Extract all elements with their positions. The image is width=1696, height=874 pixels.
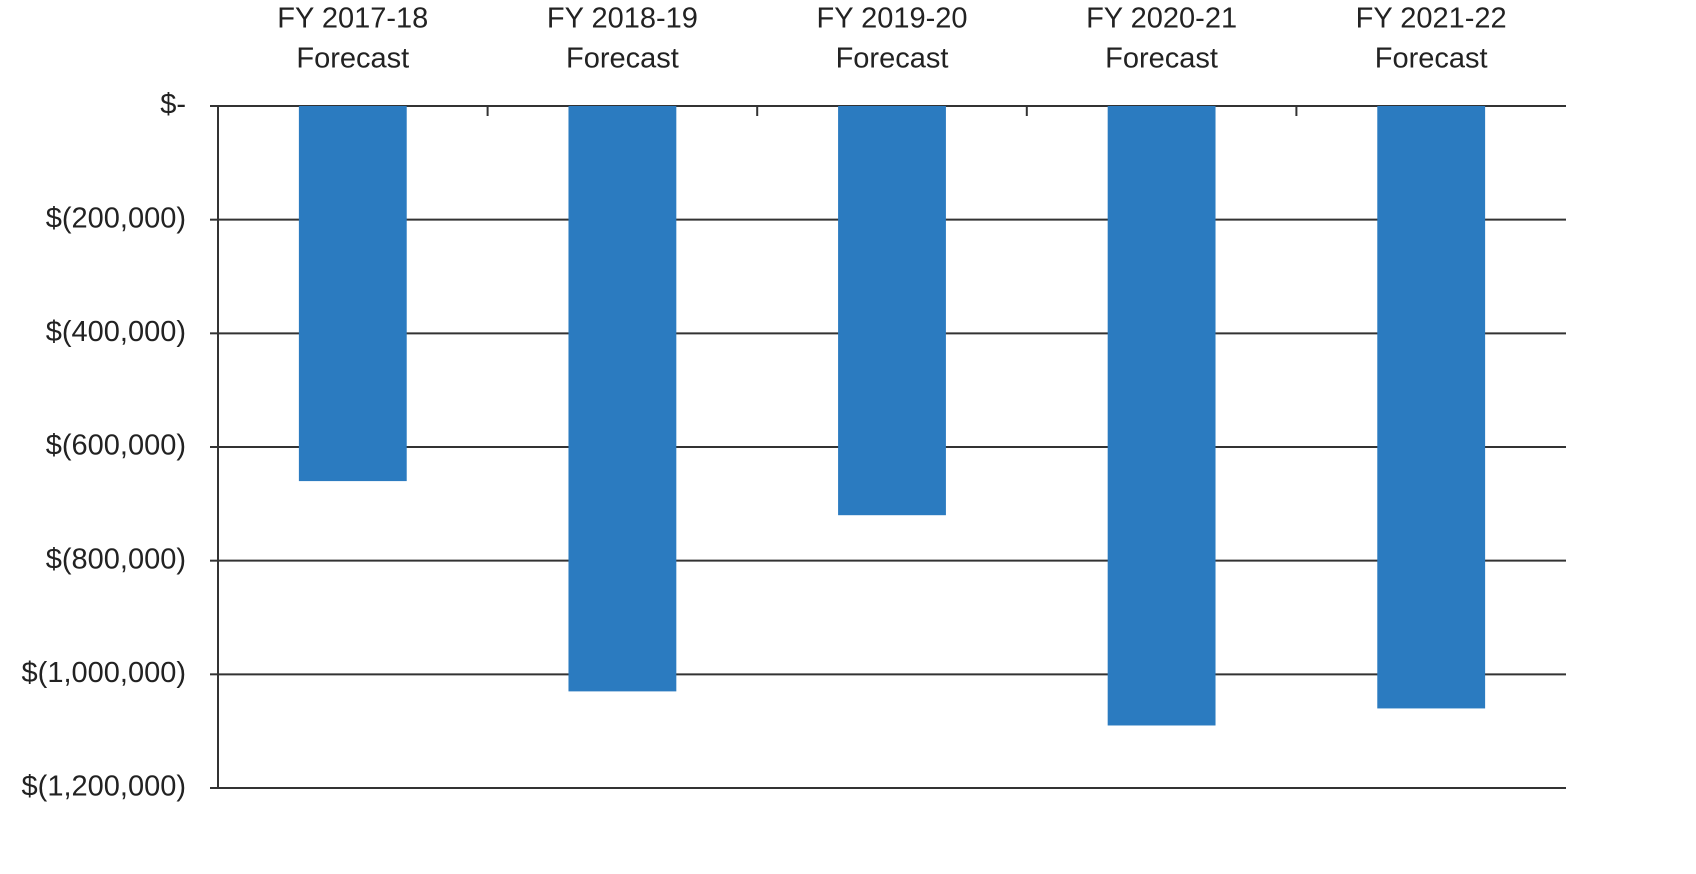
x-tick-label: Forecast: [566, 43, 679, 75]
bar: [298, 106, 407, 482]
y-tick-label: $(1,000,000): [22, 657, 186, 689]
bar: [838, 106, 946, 516]
x-tick-label: FY 2021-22: [1356, 3, 1507, 35]
bar: [1107, 106, 1216, 726]
x-tick-label: Forecast: [1375, 43, 1488, 75]
y-tick-label: $-: [160, 89, 186, 121]
x-tick-label: FY 2019-20: [816, 3, 967, 35]
x-tick-label: FY 2018-19: [547, 3, 698, 35]
y-tick-label: $(800,000): [46, 543, 186, 575]
bar: [1377, 106, 1486, 709]
x-tick-label: Forecast: [836, 43, 949, 75]
x-tick-label: FY 2017-18: [277, 3, 428, 35]
bar: [568, 106, 677, 692]
x-tick-label: FY 2020-21: [1086, 3, 1237, 35]
y-tick-label: $(1,200,000): [22, 771, 186, 803]
x-tick-label: Forecast: [1105, 43, 1218, 75]
y-tick-label: $(400,000): [46, 316, 186, 348]
x-tick-label: Forecast: [296, 43, 409, 75]
y-tick-label: $(200,000): [46, 202, 186, 234]
y-tick-label: $(600,000): [46, 430, 186, 462]
